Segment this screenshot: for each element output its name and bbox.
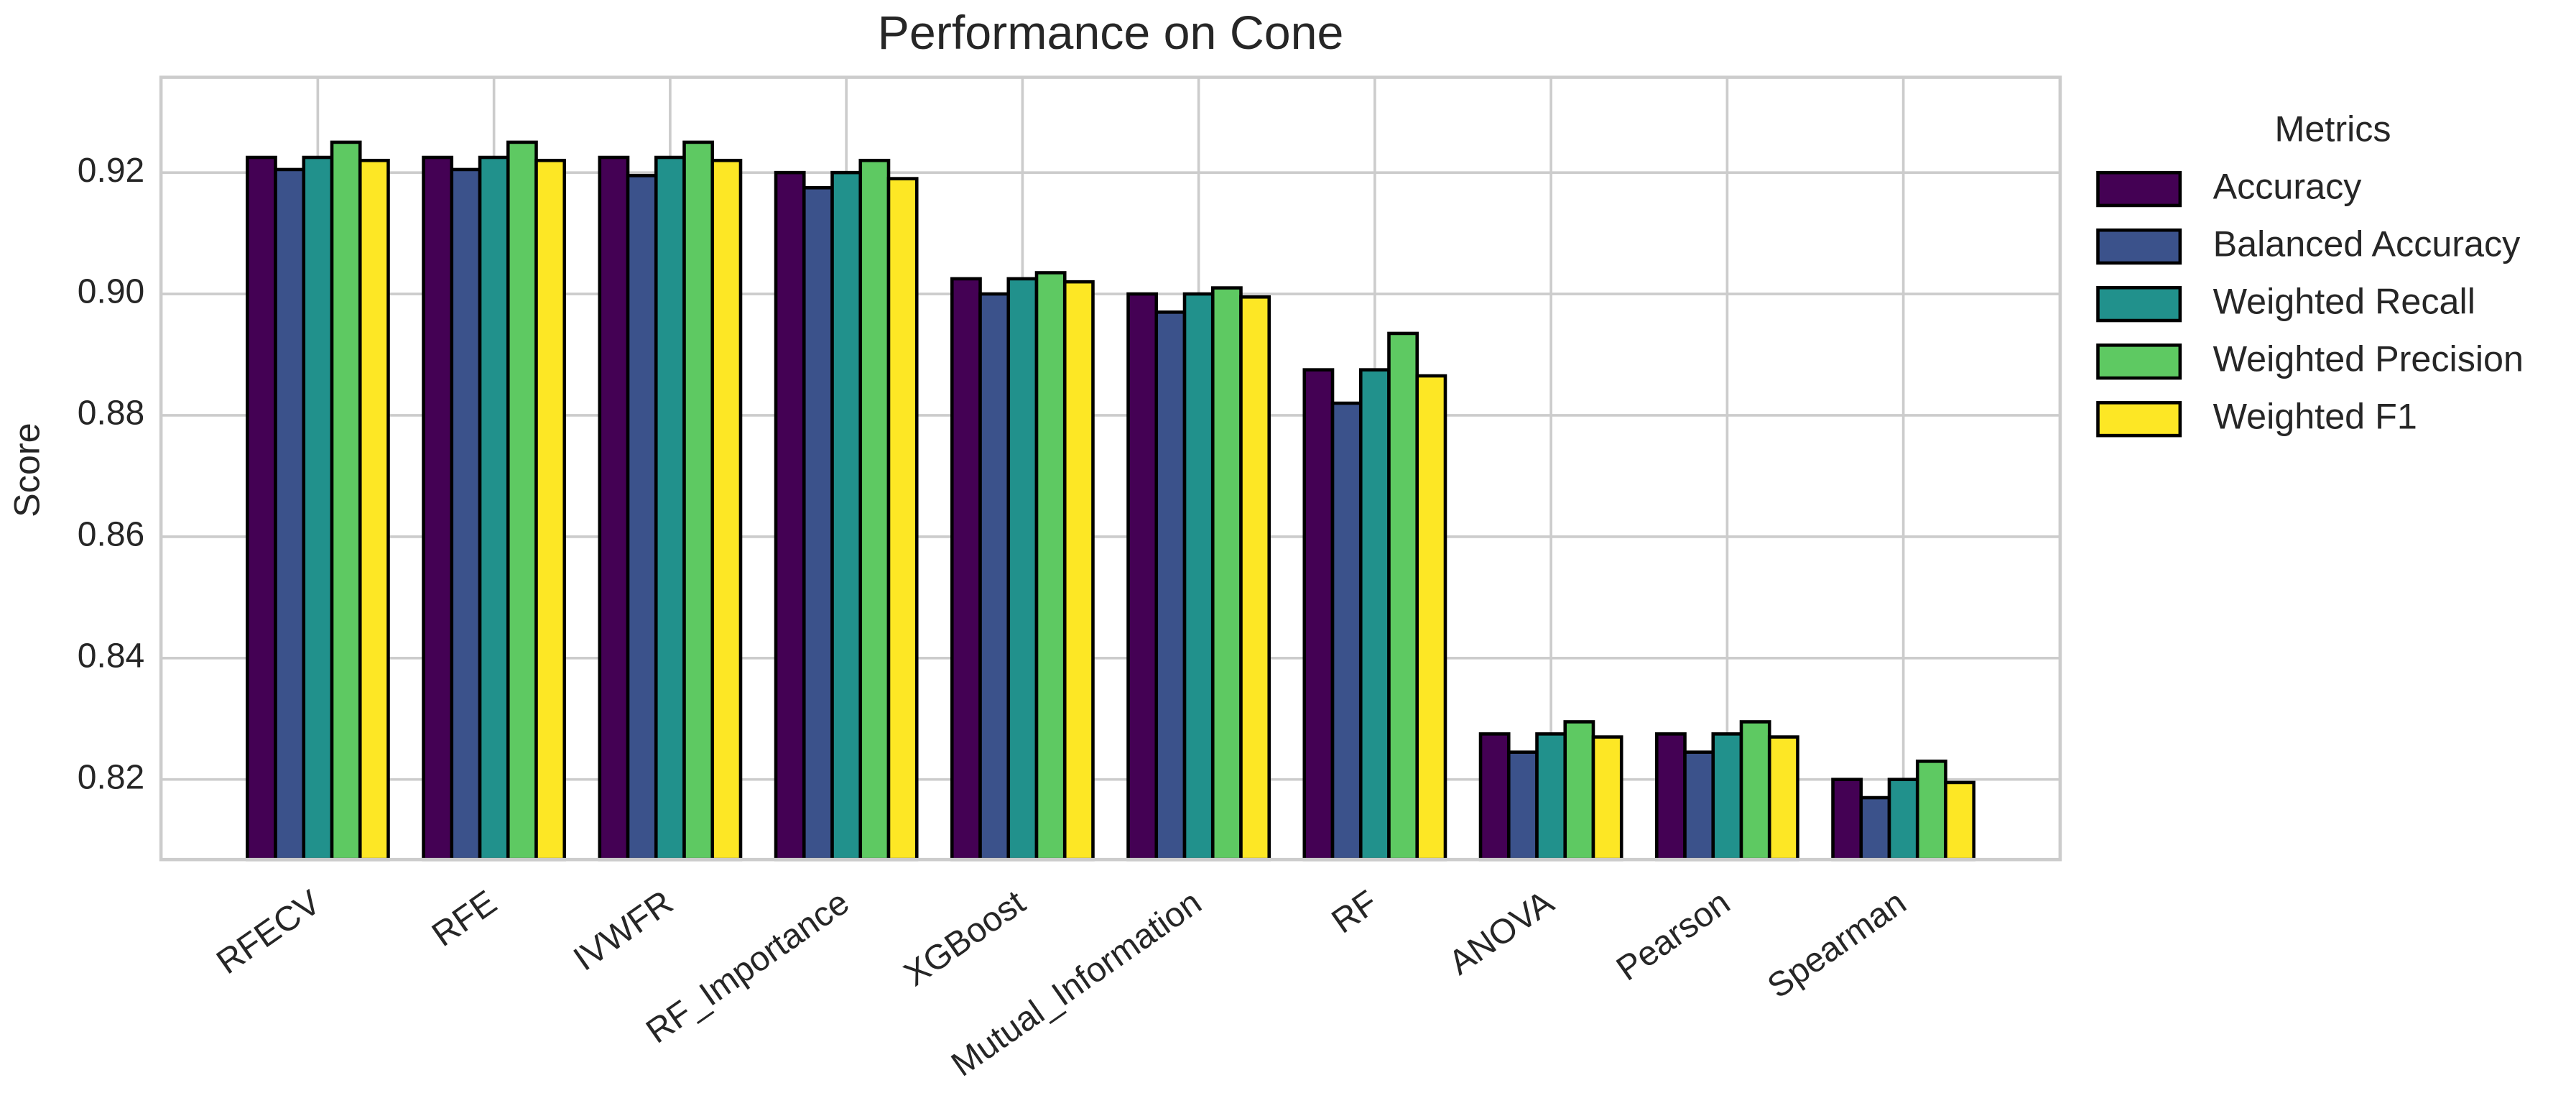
- y-tick-label: 0.84: [78, 637, 144, 675]
- bar: [1478, 732, 1511, 862]
- bar: [1415, 374, 1447, 862]
- bar: [1239, 295, 1271, 862]
- x-tick-label: RFECV: [210, 883, 328, 982]
- bar: [534, 158, 567, 862]
- plot-frame: [159, 75, 2062, 862]
- bar: [246, 155, 277, 862]
- x-tick-label: XGBoost: [897, 883, 1032, 994]
- bar: [422, 155, 454, 862]
- bar: [1535, 732, 1567, 862]
- bar: [450, 167, 482, 862]
- bar: [1711, 732, 1743, 862]
- bar: [1182, 292, 1215, 862]
- legend-swatch: [2096, 343, 2182, 380]
- x-tick-label: Spearman: [1761, 883, 1913, 1005]
- legend-label: Balanced Accuracy: [2213, 223, 2521, 264]
- bar: [1831, 778, 1863, 862]
- bar: [886, 177, 919, 862]
- legend-label: Weighted Precision: [2213, 338, 2524, 379]
- legend-swatch: [2096, 286, 2182, 323]
- x-tick-label: RFE: [425, 883, 504, 954]
- y-tick-label: 0.92: [78, 152, 144, 190]
- bar: [1654, 732, 1687, 862]
- bar: [1859, 796, 1891, 862]
- bar: [682, 140, 715, 862]
- bar: [358, 158, 390, 862]
- bar: [1767, 735, 1799, 862]
- bar: [626, 174, 658, 862]
- y-tick-label: 0.88: [78, 395, 144, 433]
- bar: [1915, 760, 1947, 862]
- bar: [274, 167, 306, 862]
- legend-label: Accuracy: [2213, 165, 2363, 206]
- bar: [774, 170, 806, 862]
- bar: [506, 140, 538, 862]
- bar: [1034, 271, 1067, 862]
- bar: [1126, 292, 1159, 862]
- bar: [598, 155, 630, 862]
- bar: [830, 170, 863, 862]
- bar: [710, 158, 743, 862]
- y-tick-label: 0.82: [78, 758, 144, 796]
- bar: [1302, 368, 1335, 862]
- y-axis-label: Score: [6, 423, 47, 517]
- y-tick-label: 0.86: [78, 516, 144, 554]
- y-tick-label: 0.90: [78, 273, 144, 311]
- bar: [1683, 750, 1715, 862]
- legend-label: Weighted Recall: [2213, 280, 2475, 321]
- bar: [1006, 277, 1039, 862]
- legend-swatch: [2096, 401, 2182, 438]
- bar: [654, 155, 686, 862]
- bar: [478, 155, 510, 862]
- bar: [1330, 401, 1363, 862]
- bar: [1506, 750, 1539, 862]
- bar: [330, 140, 362, 862]
- bar: [950, 277, 982, 862]
- bar: [1887, 778, 1919, 862]
- bar: [978, 292, 1011, 862]
- bar: [1358, 368, 1391, 862]
- legend-swatch: [2096, 228, 2182, 265]
- x-tick-label: Pearson: [1610, 883, 1737, 988]
- x-tick-label: RF: [1325, 883, 1385, 941]
- chart-title: Performance on Cone: [878, 6, 1344, 60]
- bar: [1563, 720, 1595, 862]
- x-tick-label: IVWFR: [567, 883, 680, 978]
- legend-title: Metrics: [2274, 108, 2391, 149]
- legend-swatch: [2096, 170, 2182, 208]
- bar: [1739, 720, 1771, 862]
- legend-label: Weighted F1: [2213, 396, 2417, 437]
- bar: [1210, 286, 1243, 862]
- bar: [302, 155, 334, 862]
- bar: [1387, 331, 1419, 862]
- bar: [1591, 735, 1623, 862]
- bar: [1944, 780, 1976, 862]
- bar: [1062, 280, 1095, 862]
- bar: [802, 185, 834, 862]
- x-tick-label: ANOVA: [1442, 883, 1561, 982]
- bar: [1154, 310, 1187, 862]
- bar: [858, 158, 891, 862]
